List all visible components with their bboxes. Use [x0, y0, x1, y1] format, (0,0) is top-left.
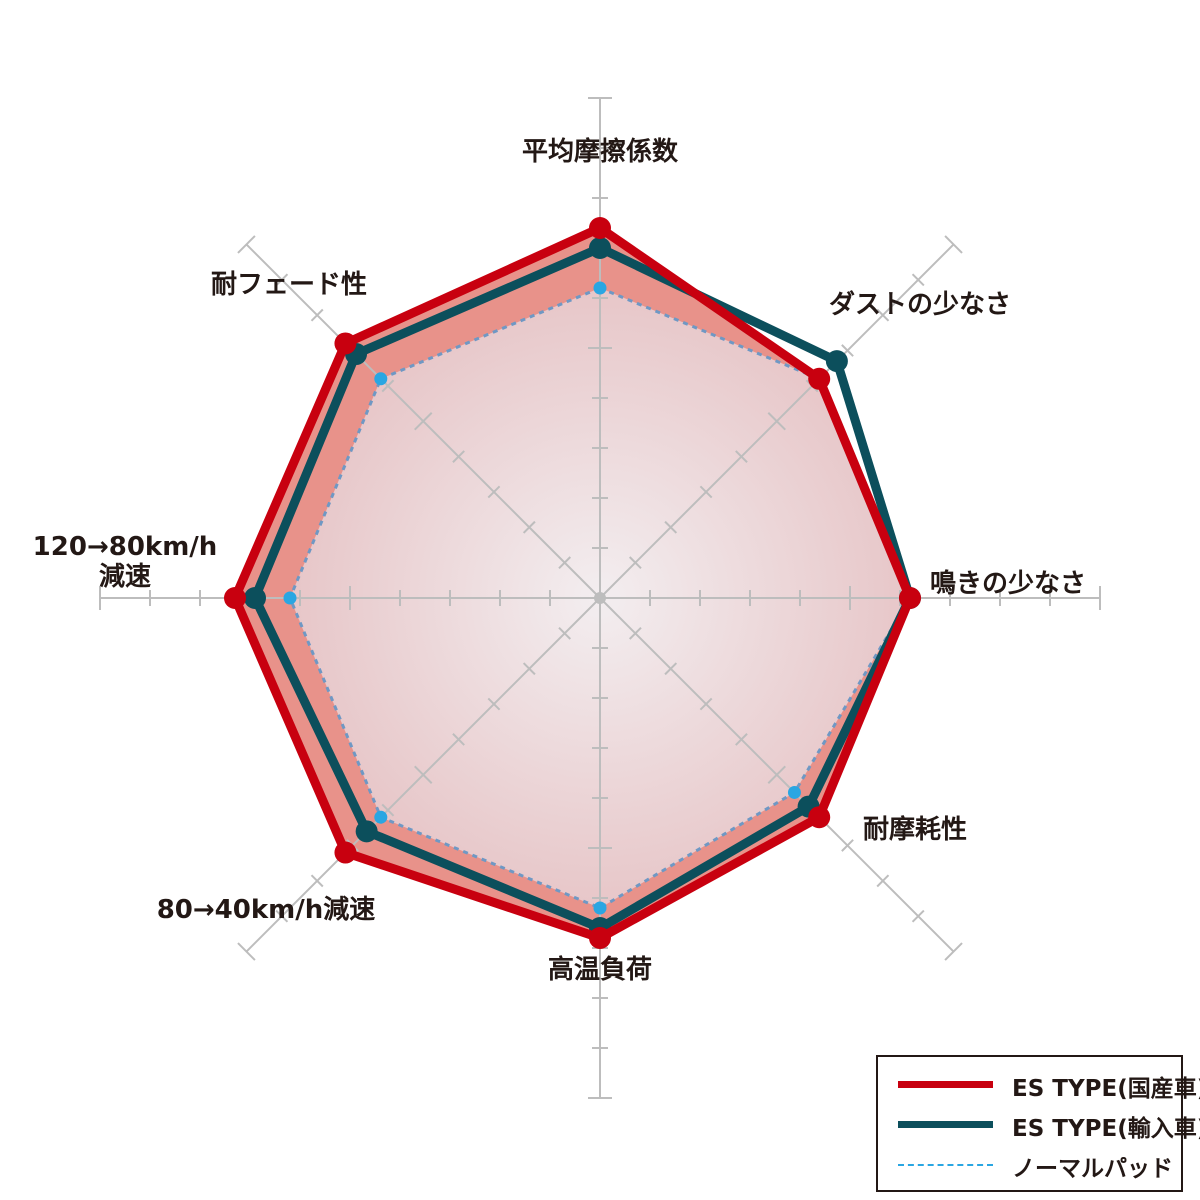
data-point: [593, 901, 607, 915]
axis-tick: [944, 942, 963, 961]
axis-label: 120→80km/h 減速: [33, 532, 218, 592]
axis-tick: [664, 662, 678, 676]
data-point: [825, 350, 848, 373]
axis-label-line: ダストの少なさ: [829, 289, 1011, 320]
axis-tick: [522, 662, 536, 676]
axis-tick: [876, 308, 890, 322]
axis-label: ダストの少なさ: [829, 289, 1011, 320]
axis-label: 耐フェード性: [211, 270, 367, 300]
axis-label: 80→40km/h減速: [157, 895, 376, 925]
axis-label-line: 鳴きの少なさ: [930, 569, 1086, 599]
axis-tick: [699, 485, 713, 499]
data-point: [244, 587, 266, 609]
axis-tick: [452, 733, 465, 746]
axis-label: 耐摩耗性: [863, 814, 967, 845]
axis-tick: [628, 626, 642, 640]
data-point: [787, 785, 801, 799]
axis-label-line: 減速: [99, 562, 151, 592]
data-point: [589, 237, 611, 259]
data-point: [355, 820, 378, 843]
axis-tick: [767, 412, 786, 431]
data-point: [593, 281, 607, 295]
legend-item: ES TYPE(輸入車): [878, 1105, 1200, 1145]
axis-tick: [237, 235, 256, 254]
legend-label: ノーマルパッド: [1012, 1156, 1173, 1182]
legend-swatch: [898, 1081, 993, 1088]
axis-tick: [522, 520, 536, 534]
axis-label: 平均摩擦係数: [522, 136, 679, 167]
legend-item: ノーマルパッド: [878, 1145, 1181, 1185]
legend-swatch: [898, 1164, 993, 1166]
axis-tick: [487, 485, 501, 499]
legend-item: ES TYPE(国産車): [878, 1065, 1200, 1105]
axis-tick: [841, 839, 854, 852]
data-point: [899, 587, 921, 609]
data-point: [808, 367, 831, 390]
axis-tick: [911, 909, 925, 923]
axis-tick: [628, 556, 642, 570]
axis-label-line: 80→40km/h減速: [157, 895, 376, 925]
axis-tick: [381, 803, 395, 817]
data-point: [334, 841, 357, 864]
axis-tick: [735, 450, 748, 463]
axis-tick: [876, 874, 890, 888]
axis-label: 高温負荷: [548, 954, 652, 985]
axis-tick: [841, 344, 854, 357]
axis-tick: [381, 379, 395, 393]
axis-tick: [735, 733, 748, 746]
axis-tick: [558, 556, 572, 570]
axis-label-line: 高温負荷: [548, 954, 652, 985]
axis-tick: [767, 765, 786, 784]
axis-tick: [414, 765, 433, 784]
data-point: [224, 587, 246, 609]
data-point: [589, 927, 611, 949]
axis-tick: [911, 273, 925, 287]
axis-tick: [310, 308, 324, 322]
axis-tick: [275, 273, 289, 287]
axis-tick: [310, 874, 324, 888]
axis-label-line: 平均摩擦係数: [522, 136, 679, 167]
data-point: [334, 332, 357, 355]
axis-label-line: 耐摩耗性: [863, 814, 967, 845]
data-point: [283, 591, 297, 605]
axis-label-line: 耐フェード性: [211, 270, 367, 300]
axis-tick: [664, 520, 678, 534]
axis-tick: [487, 697, 501, 711]
axis-tick: [944, 235, 963, 254]
data-point: [374, 810, 388, 824]
axis-tick: [699, 697, 713, 711]
axis-label-line: 120→80km/h: [33, 532, 218, 562]
legend: ES TYPE(国産車) ES TYPE(輸入車) ノーマルパッド: [876, 1055, 1200, 1192]
center-dot: [594, 592, 606, 604]
axis-tick: [414, 412, 433, 431]
axis-tick: [558, 626, 572, 640]
data-point: [374, 372, 388, 386]
legend-swatch: [898, 1121, 993, 1128]
axis-tick: [452, 450, 465, 463]
axis-tick: [237, 942, 256, 961]
axis-tick: [275, 909, 289, 923]
legend-label: ES TYPE(国産車): [1012, 1076, 1200, 1102]
axis-label: 鳴きの少なさ: [930, 569, 1086, 599]
legend-label: ES TYPE(輸入車): [1012, 1116, 1200, 1142]
data-point: [589, 217, 611, 239]
data-point: [808, 806, 831, 829]
